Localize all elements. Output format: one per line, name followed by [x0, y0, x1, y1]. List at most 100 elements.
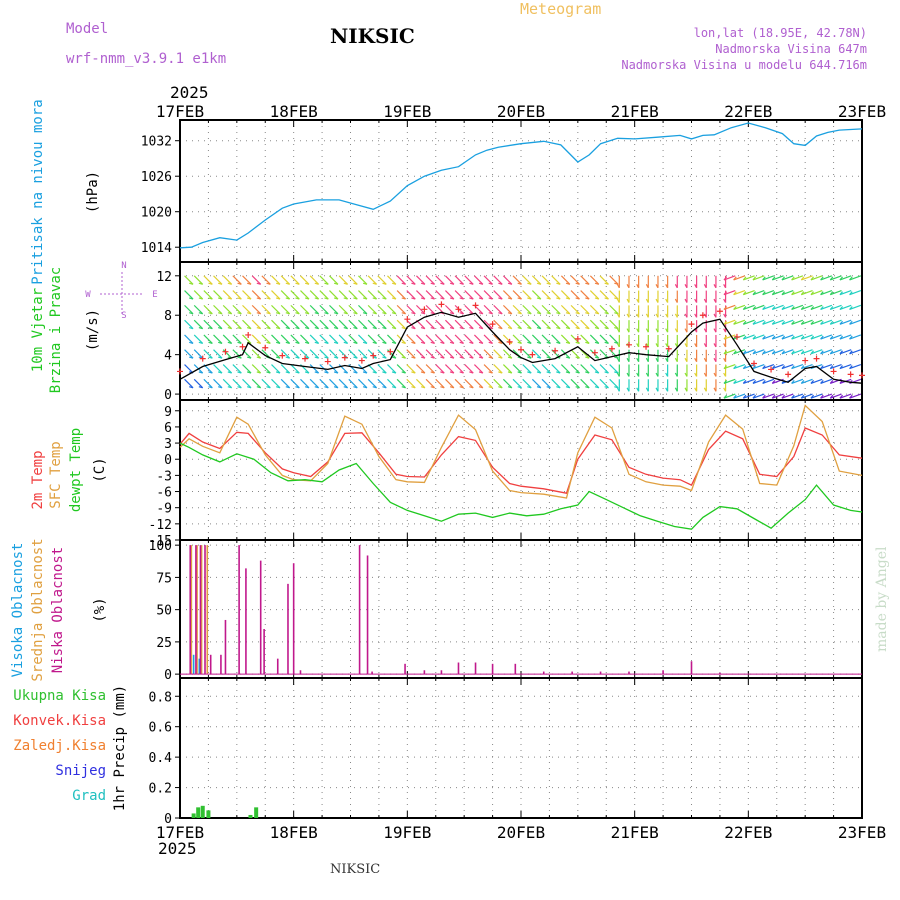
wind-arrow-head: [820, 380, 824, 384]
wind-arrow: [483, 334, 493, 344]
wind-arrow: [733, 319, 746, 325]
y-tick-label: -9: [156, 502, 172, 517]
wind-arrow: [261, 378, 271, 389]
wind-arrow-head: [411, 282, 416, 285]
wind-gust-marker: [643, 343, 650, 350]
wind-arrow-head: [333, 297, 339, 300]
wind-arrow: [377, 290, 387, 300]
wind-arrow: [473, 334, 484, 344]
wind-arrow-head: [616, 357, 620, 363]
wind-arrow-head: [237, 341, 242, 345]
wind-arrow-head: [411, 326, 416, 330]
wind-arrow: [551, 378, 561, 389]
wind-arrow: [184, 364, 194, 374]
wind-arrow-head: [246, 297, 252, 300]
wind-arrow: [184, 319, 194, 330]
wind-arrow: [830, 393, 842, 399]
wind-arrow-head: [665, 387, 669, 392]
wind-arrow-head: [391, 326, 397, 330]
series-line-pressure-0: [179, 122, 863, 249]
wind-arrow-head: [771, 394, 776, 399]
wind-arrow: [464, 349, 474, 359]
wind-arrow: [551, 304, 561, 315]
wind-arrow: [570, 319, 580, 330]
date-axis-top: 17FEB 18FEB 19FEB 20FEB 21FEB 22FEB 23FEB: [156, 102, 886, 121]
wind-arrow: [801, 349, 813, 355]
wind-arrow-head: [723, 394, 728, 399]
wind-arrow-head: [713, 313, 717, 318]
wind-arrow-head: [771, 276, 776, 281]
wind-arrow-head: [733, 320, 737, 325]
wind-arrow-head: [401, 297, 406, 300]
wind-arrow: [232, 378, 242, 389]
wind-arrow-head: [459, 326, 464, 330]
wind-arrow: [396, 364, 407, 374]
wind-arrow-head: [546, 282, 551, 285]
date-tick-label: 20FEB: [497, 102, 545, 121]
wind-arrow-head: [604, 341, 609, 345]
wind-arrow-head: [372, 386, 377, 389]
wind-arrow-head: [820, 394, 824, 399]
wind-gust-marker: [455, 306, 462, 313]
wind-gust-marker: [699, 312, 706, 319]
wind-arrow: [213, 378, 223, 389]
wind-arrow-head: [713, 298, 717, 303]
wind-arrow: [502, 364, 513, 374]
wind-arrow-head: [752, 335, 757, 340]
wind-gust-marker: [489, 321, 496, 328]
wind-arrow: [830, 363, 842, 370]
wind-arrow-head: [536, 371, 542, 374]
wind-gust-marker: [529, 351, 536, 358]
wind-arrow: [609, 349, 619, 359]
wind-arrow-head: [665, 357, 669, 363]
wind-arrow-head: [488, 356, 493, 359]
wind-arrow: [203, 334, 213, 344]
wind-arrow: [387, 319, 397, 330]
wind-arrow-head: [256, 297, 261, 300]
wind-arrow-head: [430, 356, 435, 359]
wind-arrow-head: [723, 372, 727, 377]
wind-arrow-head: [614, 371, 619, 374]
wind-arrow-head: [723, 335, 728, 340]
wind-arrow: [406, 304, 416, 315]
wind-arrow: [493, 378, 503, 389]
wind-gust-marker: [716, 308, 723, 315]
wind-arrow: [791, 290, 804, 296]
wind-arrow-head: [362, 371, 368, 374]
wind-arrow: [743, 319, 755, 325]
wind-arrow: [387, 378, 397, 389]
wind-arrow-head: [829, 394, 834, 399]
wind-arrow-head: [752, 306, 757, 310]
wind-arrow: [493, 349, 503, 359]
wind-arrow: [242, 364, 252, 374]
wind-arrow-head: [684, 284, 688, 289]
wind-arrow: [531, 304, 542, 315]
wind-arrow: [251, 334, 262, 344]
wind-arrow-head: [800, 291, 805, 296]
wind-arrow-head: [227, 386, 232, 389]
y-tick-label: 1026: [141, 170, 172, 185]
wind-arrow-head: [585, 297, 590, 300]
wind-arrow-head: [752, 276, 757, 281]
wind-arrow: [820, 378, 833, 384]
wind-arrow: [801, 378, 813, 384]
wind-arrow-head: [275, 326, 281, 330]
wind-arrow: [406, 334, 416, 344]
wind-arrow-head: [839, 276, 844, 281]
wind-arrow-head: [594, 312, 599, 315]
wind-arrow-head: [565, 341, 571, 345]
wind-arrow: [338, 378, 349, 389]
wind-arrow-head: [420, 371, 426, 374]
wind-arrow: [589, 304, 600, 315]
wind-arrow-head: [565, 386, 571, 389]
wind-arrow: [271, 275, 281, 285]
wind-gust-marker: [859, 372, 865, 379]
wind-arrow-head: [507, 282, 513, 285]
wind-arrow-head: [781, 320, 786, 325]
wind-gust-marker: [279, 352, 286, 359]
wind-arrow-head: [430, 312, 435, 315]
wind-arrow-head: [333, 326, 339, 330]
wind-arrow-head: [420, 341, 426, 345]
wind-arrow-head: [275, 282, 281, 285]
